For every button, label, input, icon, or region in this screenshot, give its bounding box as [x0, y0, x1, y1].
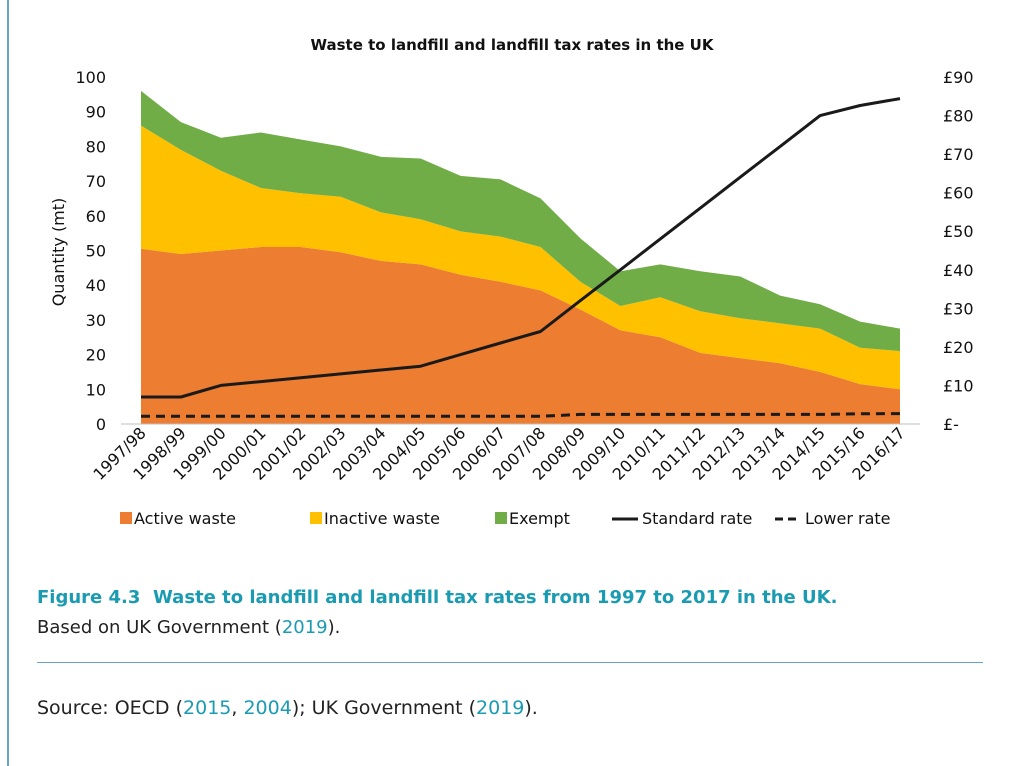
line-standard-rate	[141, 97, 901, 399]
citation-link-2019[interactable]: 2019	[281, 617, 328, 638]
chart-title: Waste to landfill and landfill tax rates…	[311, 36, 715, 54]
figure-heading: Figure 4.3 Waste to landfill and landfil…	[37, 583, 987, 613]
y2-tick-label: £20	[943, 338, 974, 357]
right-axis-ticks: £- £10 £20 £30 £40 £50 £60 £70 £80 £90	[943, 68, 974, 434]
legend-swatch-active-waste	[120, 512, 132, 524]
source-prefix: Source: OECD (	[37, 697, 184, 719]
plot-area	[121, 90, 920, 425]
left-axis-ticks: 0 10 20 30 40 50 60 70 80 90 100	[75, 68, 106, 434]
y-tick-label: 70	[86, 172, 106, 191]
figure-caption: Figure 4.3 Waste to landfill and landfil…	[37, 583, 987, 643]
y-axis-label: Quantity (mt)	[49, 198, 68, 307]
y-tick-label: 30	[86, 311, 106, 330]
figure-label: Figure 4.3	[37, 587, 141, 608]
source-mid: ); UK Government (	[291, 697, 477, 719]
citation-link-2019-source[interactable]: 2019	[476, 697, 525, 719]
legend-label-active-waste: Active waste	[134, 509, 236, 528]
x-axis-ticks: 1997/981998/991999/002000/012001/022002/…	[89, 423, 908, 483]
landfill-chart: Waste to landfill and landfill tax rates…	[49, 36, 974, 528]
legend-label-inactive-waste: Inactive waste	[324, 509, 440, 528]
y-tick-label: 50	[86, 242, 106, 261]
citation-link-2004[interactable]: 2004	[243, 697, 292, 719]
caption-divider	[37, 662, 983, 663]
y2-tick-label: £60	[943, 184, 974, 203]
area-exempt	[141, 90, 900, 352]
figure-title: Waste to landfill and landfill tax rates…	[152, 587, 838, 608]
legend-label-lower-rate: Lower rate	[805, 509, 891, 528]
area-inactive-waste	[141, 125, 900, 390]
y2-tick-label: £70	[943, 145, 974, 164]
y2-tick-label: £80	[943, 107, 974, 126]
figure-attribution: Based on UK Government (2019).	[37, 613, 987, 643]
y-tick-label: 90	[86, 103, 106, 122]
legend-label-standard-rate: Standard rate	[642, 509, 752, 528]
source-line: Source: OECD (2015, 2004); UK Government…	[37, 697, 987, 719]
chart-legend: Active waste Inactive waste Exempt Standard…	[120, 509, 891, 528]
y2-tick-label: £90	[943, 68, 974, 87]
y2-tick-label: £50	[943, 222, 974, 241]
y2-tick-label: £30	[943, 299, 974, 318]
area-active-waste	[141, 247, 900, 424]
y-tick-label: 20	[86, 346, 106, 365]
legend-label-exempt: Exempt	[509, 509, 570, 528]
citation-link-2015[interactable]: 2015	[183, 697, 232, 719]
y2-tick-label: £-	[943, 415, 959, 434]
y-tick-label: 40	[86, 276, 106, 295]
y-tick-label: 100	[75, 68, 106, 87]
source-sep: ,	[231, 697, 244, 719]
attribution-prefix: Based on UK Government (	[37, 617, 282, 638]
left-margin-rule	[7, 0, 9, 766]
source-suffix: ).	[524, 697, 538, 719]
line-lower-rate	[141, 412, 901, 418]
attribution-suffix: ).	[327, 617, 341, 638]
y-tick-label: 10	[86, 380, 106, 399]
y2-tick-label: £10	[943, 376, 974, 395]
legend-swatch-exempt	[495, 512, 507, 524]
y-tick-label: 60	[86, 207, 106, 226]
y-tick-label: 0	[96, 415, 106, 434]
y-tick-label: 80	[86, 137, 106, 156]
y2-tick-label: £40	[943, 261, 974, 280]
legend-swatch-inactive-waste	[310, 512, 322, 524]
